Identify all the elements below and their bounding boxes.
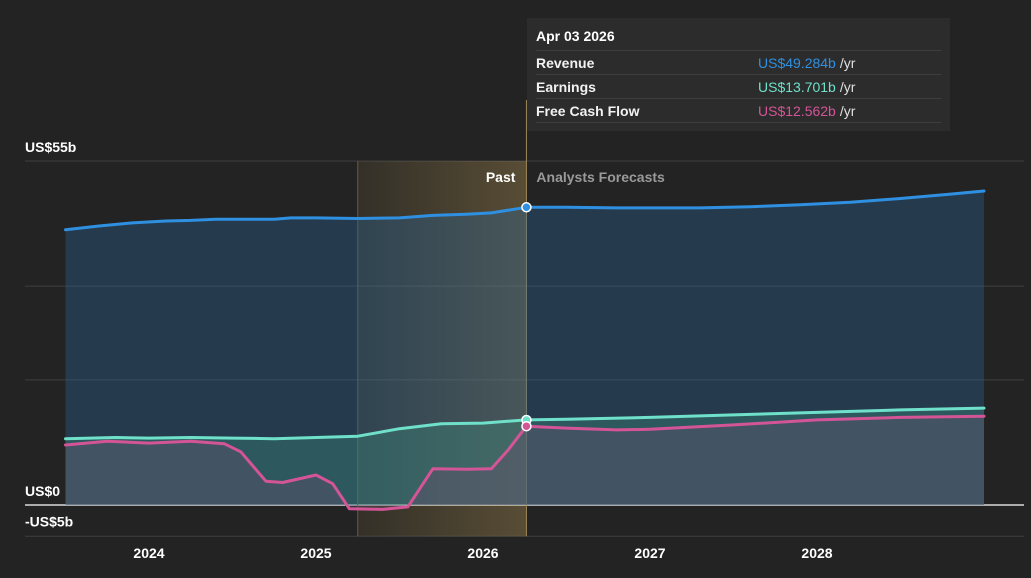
data-tooltip: Apr 03 2026 Revenue US$49.284b /yr Earni… — [527, 18, 950, 131]
tooltip-value: US$49.284b — [758, 54, 836, 71]
tooltip-row-free-cash-flow: Free Cash Flow US$12.562b /yr — [536, 99, 941, 123]
revenue-line — [64, 189, 986, 232]
x-tick-label: 2024 — [133, 545, 164, 561]
tooltip-value: US$13.701b — [758, 78, 836, 95]
past-label: Past — [486, 169, 516, 185]
tooltip-unit: /yr — [839, 78, 856, 95]
x-tick-label: 2025 — [300, 545, 331, 561]
x-tick-label: 2026 — [467, 545, 498, 561]
tooltip-date: Apr 03 2026 — [536, 28, 941, 51]
free-cash-flow-line — [64, 414, 986, 511]
tooltip-row-revenue: Revenue US$49.284b /yr — [536, 51, 941, 75]
free-cash-flow-marker — [521, 420, 532, 432]
tooltip-label: Earnings — [536, 78, 596, 95]
y-tick-label: US$0 — [25, 483, 60, 499]
x-tick-label: 2028 — [801, 545, 832, 561]
y-tick-label: US$55b — [25, 139, 76, 155]
tooltip-value: US$12.562b — [758, 102, 836, 119]
free-cash-flow-area — [65, 416, 984, 510]
past-highlight-band — [357, 161, 527, 537]
tooltip-unit: /yr — [839, 102, 856, 119]
tooltip-row-earnings: Earnings US$13.701b /yr — [536, 75, 941, 99]
revenue-area — [65, 191, 984, 505]
tooltip-label: Free Cash Flow — [536, 102, 640, 119]
revenue-marker — [521, 202, 532, 213]
forecast-label: Analysts Forecasts — [536, 169, 665, 185]
earnings-line — [64, 406, 986, 441]
tooltip-unit: /yr — [839, 54, 856, 71]
tooltip-label: Revenue — [536, 54, 595, 71]
y-tick-label: -US$5b — [25, 513, 73, 529]
x-tick-label: 2027 — [634, 545, 665, 561]
